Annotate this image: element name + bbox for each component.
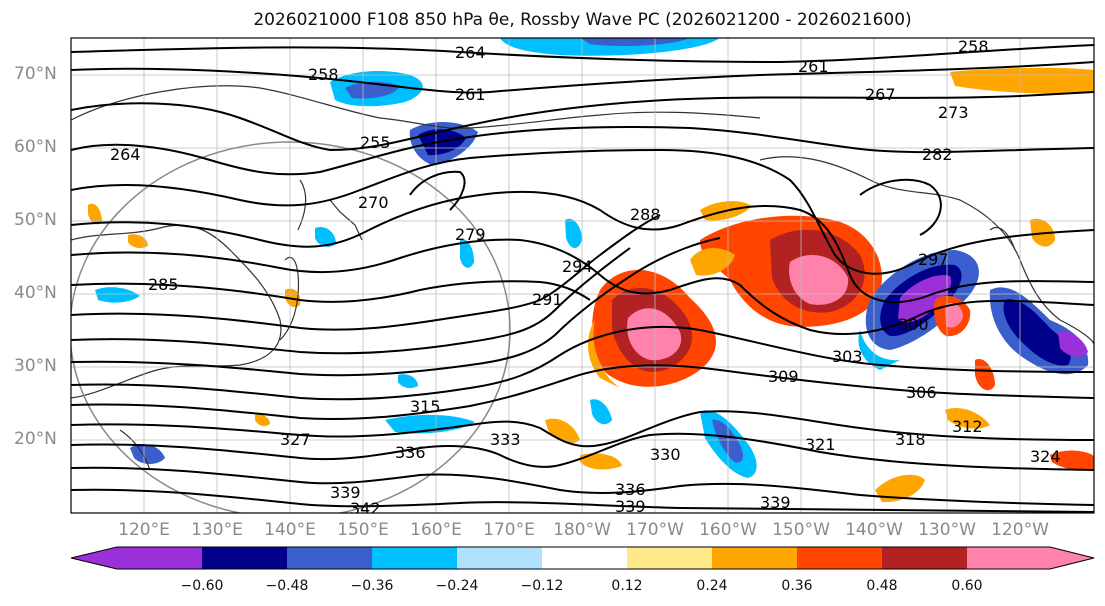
contour-label: 336 xyxy=(615,480,646,499)
contour-label: 273 xyxy=(938,103,969,122)
contour-label: 285 xyxy=(148,275,179,294)
contour-label: 303 xyxy=(832,347,863,366)
contour-label: 282 xyxy=(922,145,953,164)
lon-label: 120°W xyxy=(991,520,1049,540)
colorbar-tick-label: 0.48 xyxy=(866,578,898,594)
colorbar-tick-label: −0.36 xyxy=(350,578,394,594)
lon-label: 120°E xyxy=(118,520,170,540)
contour-label: 258 xyxy=(958,37,989,56)
colorbar-tick-label: −0.12 xyxy=(520,578,564,594)
contour-label: 279 xyxy=(455,225,486,244)
lon-label: 140°E xyxy=(264,520,316,540)
colorbar-tick-label: −0.24 xyxy=(435,578,479,594)
lat-label-70n: 70°N xyxy=(14,64,57,84)
contour-label: 288 xyxy=(630,205,661,224)
contour-label: 261 xyxy=(798,57,829,76)
contour-label: 267 xyxy=(865,85,896,104)
lon-label: 160°W xyxy=(699,520,757,540)
lon-label: 180°W xyxy=(553,520,611,540)
contour-label: 330 xyxy=(650,445,681,464)
contour-label: 300 xyxy=(898,315,929,334)
lat-label-30n: 30°N xyxy=(14,356,57,376)
colorbar-tick-label: 0.60 xyxy=(951,578,983,594)
contour-label: 291 xyxy=(532,290,563,309)
contour-label: 261 xyxy=(455,85,486,104)
colorbar-tick-label: −0.48 xyxy=(265,578,309,594)
colorbar xyxy=(70,546,1095,570)
contour-label: 264 xyxy=(455,43,486,62)
contour-label: 270 xyxy=(358,193,389,212)
contour-label: 255 xyxy=(360,133,391,152)
contour-label: 339 xyxy=(330,483,361,502)
contour-label: 306 xyxy=(906,383,937,402)
contour-label: 333 xyxy=(490,430,521,449)
lon-label: 150°W xyxy=(772,520,830,540)
lat-label-40n: 40°N xyxy=(14,283,57,303)
lon-label: 140°W xyxy=(845,520,903,540)
contour-label: 339 xyxy=(760,493,791,512)
contour-label: 258 xyxy=(308,65,339,84)
colorbar-extend-high xyxy=(1050,547,1094,569)
figure-title: 2026021000 F108 850 hPa θe, Rossby Wave … xyxy=(253,10,912,30)
lon-label: 170°W xyxy=(626,520,684,540)
contour-label: 309 xyxy=(768,367,799,386)
contour-label: 336 xyxy=(395,443,426,462)
contour-label: 339 xyxy=(615,497,646,516)
contour-label: 324 xyxy=(1030,447,1061,466)
lon-label: 150°E xyxy=(337,520,389,540)
lat-label-20n: 20°N xyxy=(14,429,57,449)
lon-label: 160°E xyxy=(410,520,462,540)
colorbar-tick-label: 0.36 xyxy=(781,578,813,594)
contour-label: 318 xyxy=(895,430,926,449)
colorbar-tick-label: 0.24 xyxy=(696,578,728,594)
range-ring xyxy=(71,141,511,513)
contour-label: 342 xyxy=(350,499,381,518)
lon-label: 130°E xyxy=(191,520,243,540)
theta-e-contours xyxy=(71,44,1094,513)
warm-anomaly-arctic xyxy=(950,67,1094,94)
colorbar-tick-label: −0.60 xyxy=(180,578,224,594)
contour-label: 327 xyxy=(280,430,311,449)
colorbar-tick-label: 0.12 xyxy=(611,578,643,594)
map-frame xyxy=(70,37,1095,514)
contour-labels: 264 258 258 261 261 267 273 264 255 270 … xyxy=(110,37,1061,518)
contour-label: 315 xyxy=(410,397,441,416)
colorbar-extend-low xyxy=(71,547,117,569)
lon-label: 130°W xyxy=(918,520,976,540)
contour-label: 321 xyxy=(805,435,836,454)
coastlines xyxy=(71,85,1094,471)
contour-label: 312 xyxy=(952,417,983,436)
lat-label-60n: 60°N xyxy=(14,137,57,157)
lon-label: 170°E xyxy=(483,520,535,540)
contour-label: 264 xyxy=(110,145,141,164)
contour-label: 297 xyxy=(918,250,949,269)
contour-label: 294 xyxy=(562,257,593,276)
anomaly-shading xyxy=(88,38,1094,503)
lat-label-50n: 50°N xyxy=(14,210,57,230)
map-content: 264 258 258 261 261 267 273 264 255 270 … xyxy=(71,37,1094,518)
